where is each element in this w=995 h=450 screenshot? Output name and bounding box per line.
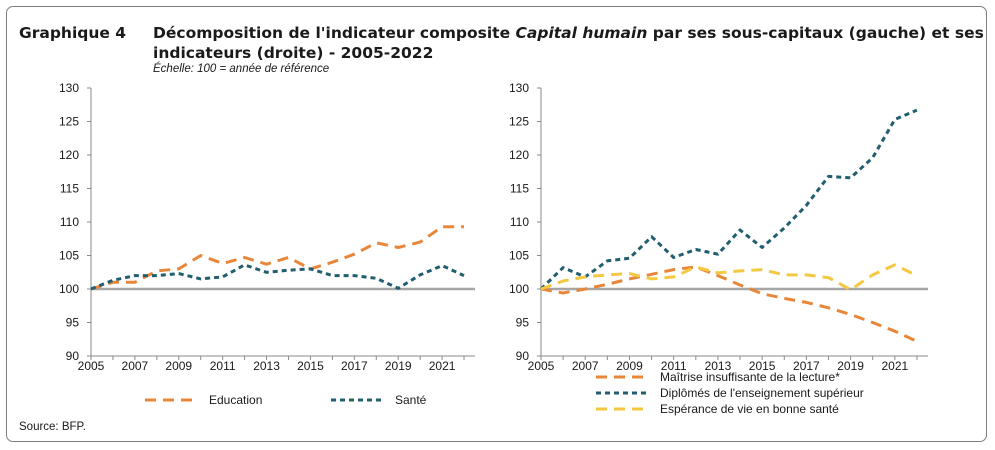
- title-line-1: Décomposition de l'indicateur composite …: [153, 24, 984, 42]
- y-tick-label: 100: [59, 282, 79, 296]
- y-tick-label: 90: [66, 349, 80, 363]
- y-tick-label: 110: [60, 215, 79, 229]
- y-tick-label: 110: [510, 215, 529, 229]
- x-tick-label: 2017: [341, 359, 368, 373]
- y-tick-label: 120: [59, 148, 79, 162]
- series-line-0: [90, 225, 464, 291]
- title-part-a: Décomposition de l'indicateur composite: [153, 24, 516, 42]
- x-tick-label: 2013: [705, 359, 732, 373]
- x-tick-label: 2007: [572, 359, 599, 373]
- y-tick-label: 95: [516, 316, 530, 330]
- figure-label: Graphique 4: [19, 24, 127, 42]
- y-tick-label: 95: [66, 316, 80, 330]
- y-tick-label: 120: [509, 148, 529, 162]
- x-tick-label: 2005: [528, 359, 555, 373]
- y-tick-label: 125: [59, 115, 79, 129]
- title-line-2: indicateurs (droite) - 2005-2022: [153, 44, 434, 62]
- x-tick-label: 2021: [429, 359, 456, 373]
- x-tick-label: 2021: [881, 359, 908, 373]
- legend-label: Maîtrise insuffisante de la lecture*: [660, 370, 840, 384]
- chart-left: 90 95 100 105 110 115 120 125 130 2005 2007 2009 201…: [59, 81, 475, 407]
- legend-label: Diplômés de l'enseignement supérieur: [660, 386, 864, 400]
- x-tick-label: 2013: [253, 359, 280, 373]
- series-line-1: [90, 263, 465, 291]
- y-tick-label: 130: [509, 81, 529, 95]
- y-tick-label: 125: [509, 115, 529, 129]
- x-tick-label: 2019: [385, 359, 412, 373]
- series-line-0: [540, 265, 918, 343]
- x-tick-label: 2009: [616, 359, 643, 373]
- x-tick-label: 2015: [749, 359, 776, 373]
- series-line-1: [539, 108, 918, 291]
- figure-frame: [6, 6, 987, 442]
- x-tick-label: 2015: [297, 359, 324, 373]
- title-italic-part: Capital humain: [515, 24, 648, 42]
- x-tick-label: 2007: [122, 359, 149, 373]
- source-note: Source: BFP.: [19, 421, 86, 433]
- y-tick-label: 100: [509, 282, 529, 296]
- x-tick-label: 2019: [837, 359, 864, 373]
- chart-right: 90 95 100 105 110 115 120 125 130 2005 2007 2009 201…: [509, 81, 928, 416]
- x-tick-label: 2005: [78, 359, 105, 373]
- x-tick-label: 2017: [793, 359, 820, 373]
- y-tick-label: 115: [60, 182, 79, 196]
- x-tick-label: 2011: [210, 359, 236, 373]
- x-tick-label: 2009: [165, 359, 192, 373]
- y-tick-label: 115: [510, 182, 529, 196]
- series-line-2: [540, 263, 918, 292]
- legend-label: Santé: [395, 393, 427, 407]
- y-tick-label: 105: [59, 249, 79, 263]
- subtitle: Échelle: 100 = année de référence: [153, 63, 330, 75]
- y-tick-label: 105: [509, 249, 529, 263]
- y-tick-label: 90: [516, 349, 530, 363]
- legend-label: Espérance de vie en bonne santé: [660, 402, 839, 416]
- x-tick-label: 2011: [661, 359, 687, 373]
- y-tick-label: 130: [59, 81, 79, 95]
- legend-label: Education: [209, 393, 262, 407]
- title-part-b: par ses sous-capitaux (gauche) et ses: [647, 24, 984, 42]
